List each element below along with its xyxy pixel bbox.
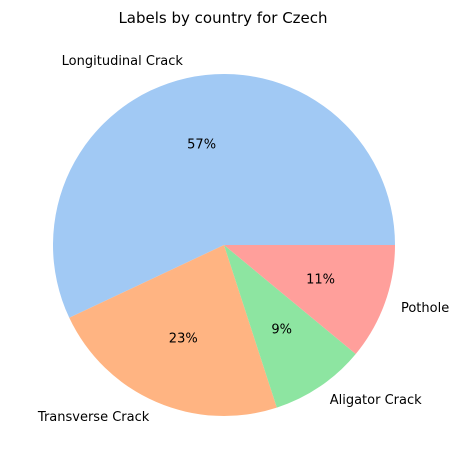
pie-slice-longitudinal-crack — [53, 73, 395, 318]
slice-label-pothole: Pothole — [401, 301, 449, 316]
pie-slices — [53, 73, 395, 416]
pie-slice-pothole — [224, 245, 395, 354]
slice-label-longitudinal-crack: Longitudinal Crack — [62, 54, 184, 69]
pie-labels: Longitudinal Crack 57% Transverse Crack 23%… — [37, 54, 449, 425]
slice-percent-transverse-crack: 23% — [169, 332, 198, 347]
slice-percent-pothole: 11% — [306, 272, 335, 287]
slice-percent-aligator-crack: 9% — [271, 322, 292, 337]
slice-percent-longitudinal-crack: 57% — [187, 137, 216, 152]
chart-title: Labels by country for Czech — [118, 9, 327, 27]
pie-slice-aligator-crack — [224, 245, 356, 408]
slice-label-transverse-crack: Transverse Crack — [37, 410, 150, 425]
pie-slice-transverse-crack — [69, 245, 277, 416]
slice-label-aligator-crack: Aligator Crack — [330, 393, 422, 408]
